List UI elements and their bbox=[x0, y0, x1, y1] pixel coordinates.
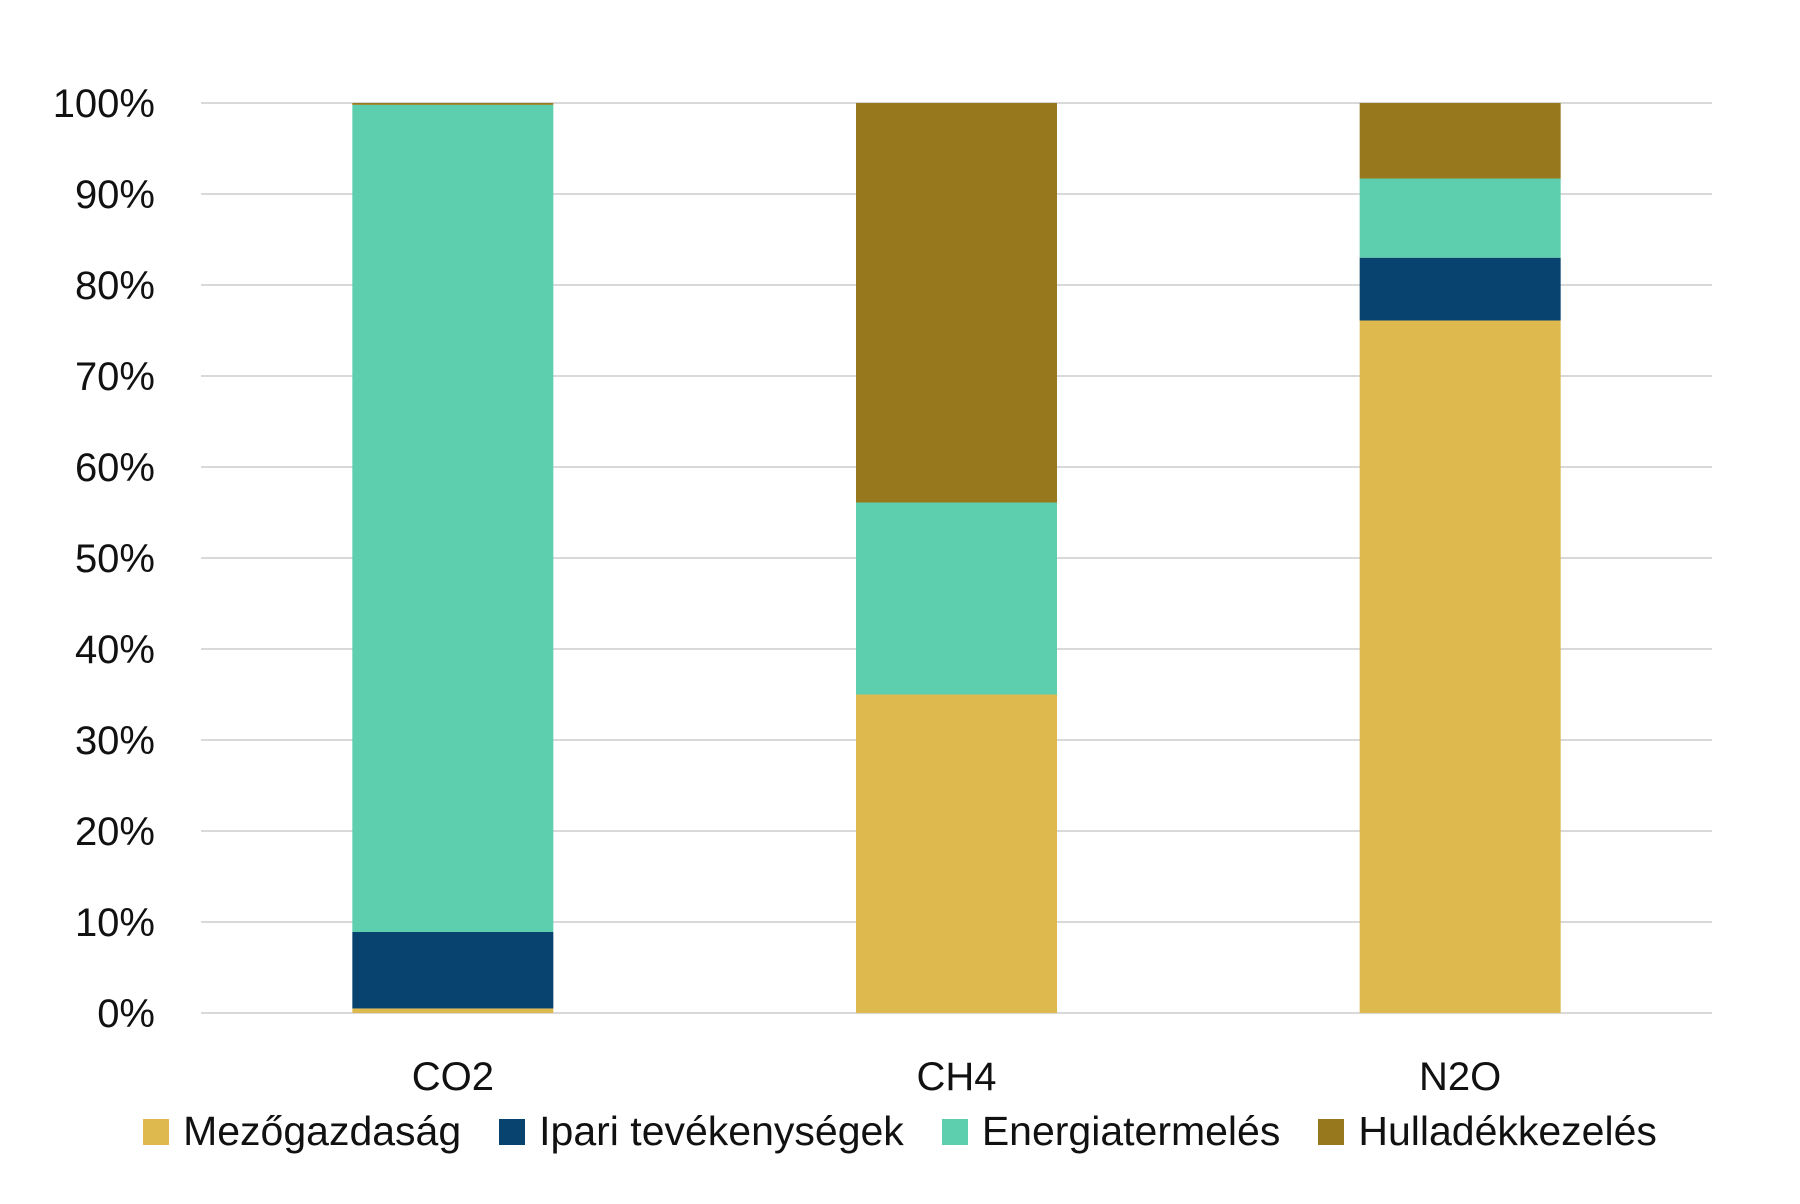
x-category-label: CH4 bbox=[916, 1055, 996, 1099]
legend-label: Mezőgazdaság bbox=[183, 1108, 462, 1154]
legend-swatch bbox=[1318, 1118, 1345, 1145]
legend-label: Hulladékkezelés bbox=[1358, 1108, 1657, 1154]
bar-segment-co2-1 bbox=[352, 1008, 554, 1013]
y-tick-label: 90% bbox=[75, 173, 155, 217]
legend-swatch bbox=[941, 1118, 968, 1145]
y-tick-label: 0% bbox=[97, 992, 155, 1036]
bar-segment-co2-4 bbox=[352, 103, 554, 105]
legend-item: Hulladékkezelés bbox=[1318, 1108, 1657, 1155]
bar-segment-ch4-1 bbox=[856, 694, 1057, 1013]
y-tick-label: 30% bbox=[75, 719, 155, 763]
y-tick-label: 100% bbox=[53, 82, 155, 126]
legend-label: Ipari tevékenységek bbox=[539, 1108, 904, 1154]
legend-item: Mezőgazdaság bbox=[143, 1108, 461, 1155]
bar-segment-n2o-4 bbox=[1359, 103, 1561, 179]
bar-segment-n2o-2 bbox=[1359, 257, 1561, 321]
bar-segment-ch4-3 bbox=[856, 502, 1057, 695]
bar-segment-n2o-1 bbox=[1359, 320, 1561, 1013]
bar-segment-co2-2 bbox=[352, 932, 554, 1009]
x-category-label: N2O bbox=[1419, 1055, 1501, 1099]
y-tick-label: 10% bbox=[75, 901, 155, 945]
legend: Mezőgazdaság Ipari tevékenységek Energiate… bbox=[0, 1108, 1800, 1155]
y-tick-label: 60% bbox=[75, 446, 155, 490]
bar-segment-co2-3 bbox=[352, 104, 554, 933]
legend-item: Energiatermelés bbox=[941, 1108, 1281, 1155]
bar-segment-n2o-3 bbox=[1359, 178, 1561, 258]
legend-label: Energiatermelés bbox=[981, 1108, 1281, 1154]
bar-segment-ch4-4 bbox=[856, 103, 1057, 503]
y-tick-label: 80% bbox=[75, 264, 155, 308]
legend-item: Ipari tevékenységek bbox=[499, 1108, 904, 1155]
legend-swatch bbox=[143, 1118, 170, 1145]
y-tick-label: 50% bbox=[75, 537, 155, 581]
y-tick-label: 20% bbox=[75, 810, 155, 854]
legend-swatch bbox=[499, 1118, 526, 1145]
y-tick-label: 70% bbox=[75, 355, 155, 399]
y-tick-label: 40% bbox=[75, 628, 155, 672]
x-category-label: CO2 bbox=[412, 1055, 494, 1099]
